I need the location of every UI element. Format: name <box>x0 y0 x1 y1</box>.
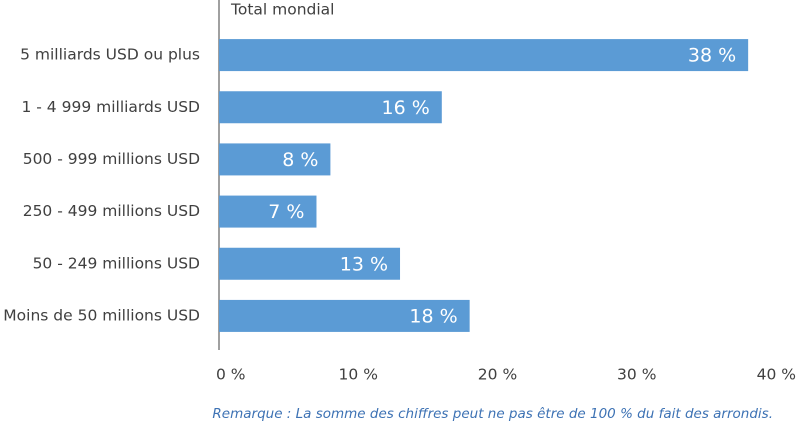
y-tick-label: 1 - 4 999 milliards USD <box>22 98 201 116</box>
y-tick-label: Moins de 50 millions USD <box>3 306 200 324</box>
y-tick-label: 5 milliards USD ou plus <box>20 46 200 64</box>
value-label: 16 % <box>382 97 430 119</box>
value-label: 38 % <box>688 45 736 67</box>
bar <box>219 91 442 124</box>
x-tick-label: 20 % <box>478 366 517 384</box>
x-tick-label: 10 % <box>339 366 378 384</box>
y-tick-label: 50 - 249 millions USD <box>33 254 200 272</box>
x-tick-label: 0 % <box>216 366 246 384</box>
bar <box>219 143 331 176</box>
bar <box>219 39 749 72</box>
note: Remarque : La somme des chiffres peut ne… <box>212 406 773 422</box>
value-label: 7 % <box>268 201 304 223</box>
x-tick-label: 30 % <box>617 366 656 384</box>
value-label: 13 % <box>340 253 388 275</box>
value-label: 8 % <box>282 149 318 171</box>
value-label: 18 % <box>409 305 457 327</box>
chart-title: Total mondial <box>230 1 334 19</box>
bar <box>219 299 470 332</box>
bar <box>219 195 317 228</box>
y-tick-label: 500 - 999 millions USD <box>23 150 200 168</box>
bar <box>219 247 401 280</box>
y-tick-label: 250 - 499 millions USD <box>23 202 200 220</box>
x-tick-label: 40 % <box>757 366 796 384</box>
